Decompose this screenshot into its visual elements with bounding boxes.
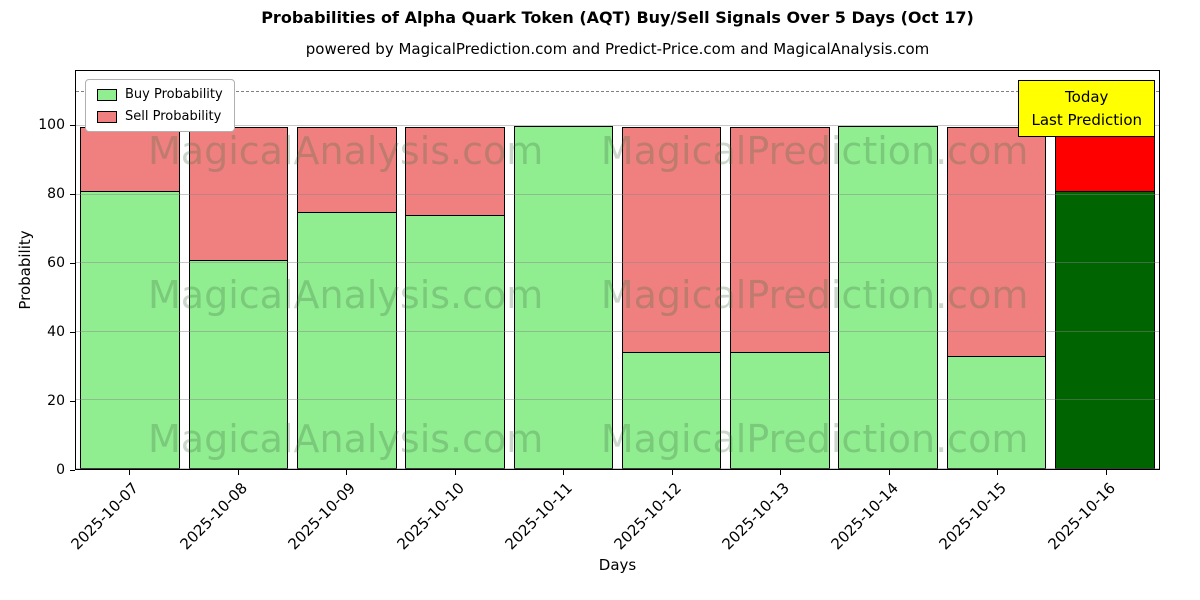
gridline <box>76 193 1159 195</box>
gridlines-layer <box>76 71 1159 469</box>
annotation-line-1: Today <box>1065 88 1109 106</box>
today-annotation: Today Last Prediction <box>1018 80 1155 137</box>
bar-2025-10-11 <box>509 71 617 469</box>
chart-subtitle: powered by MagicalPrediction.com and Pre… <box>305 40 930 58</box>
legend: Buy Probability Sell Probability <box>85 79 235 132</box>
bar-2025-10-09 <box>293 71 401 469</box>
bar-segment-sell <box>621 126 722 354</box>
gridline <box>76 468 1159 469</box>
watermark-magicalanalysis: MagicalAnalysis.com <box>148 417 544 462</box>
watermark-magicalprediction: MagicalPrediction.com <box>600 272 1029 317</box>
gridline <box>76 399 1159 401</box>
x-tick-mark <box>997 470 999 475</box>
y-tick-label: 0 <box>56 461 65 478</box>
x-tick-label: 2025-10-11 <box>501 479 576 554</box>
x-tick-label: 2025-10-07 <box>67 479 142 554</box>
y-tick-label: 20 <box>47 392 65 409</box>
y-tick-mark <box>70 470 75 471</box>
bar-segment-buy <box>296 211 397 469</box>
bar-segment-sell <box>405 126 505 217</box>
annotation-line-2: Last Prediction <box>1031 110 1142 129</box>
bar-segment-buy <box>80 191 180 469</box>
bar-segment-sell <box>730 126 830 354</box>
x-tick-mark <box>129 470 131 475</box>
y-tick-label: 100 <box>38 116 65 133</box>
x-tick-mark <box>346 470 348 475</box>
bar-segment-sell <box>296 126 397 213</box>
y-axis-label: Probability <box>16 230 34 310</box>
bar-segment-buy <box>838 125 939 469</box>
x-tick-mark <box>237 470 239 475</box>
x-axis-label: Days <box>598 556 637 574</box>
legend-item-sell: Sell Probability <box>97 109 223 124</box>
x-tick-mark <box>454 470 456 475</box>
y-tick-label: 60 <box>47 254 65 271</box>
legend-label-buy: Buy Probability <box>125 87 223 102</box>
legend-item-buy: Buy Probability <box>97 87 223 102</box>
bar-segment-buy <box>188 259 289 469</box>
x-tick-mark <box>888 470 890 475</box>
watermark-layer: MagicalAnalysis.com MagicalPrediction.com… <box>76 71 1159 469</box>
sell-probability-swatch <box>97 110 117 123</box>
bar-segment-buy <box>513 125 614 469</box>
threshold-dashed-line <box>76 90 1159 92</box>
bar-2025-10-14 <box>834 71 942 469</box>
x-tick-mark <box>1105 470 1107 475</box>
chart-title: Probabilities of Alpha Quark Token (AQT)… <box>261 8 974 27</box>
bar-segment-buy <box>730 352 830 469</box>
watermark-magicalanalysis: MagicalAnalysis.com <box>148 272 544 317</box>
gridline <box>76 124 1159 126</box>
y-tick-label: 80 <box>47 185 65 202</box>
bar-segment-sell <box>80 126 180 193</box>
bar-2025-10-10 <box>401 71 509 469</box>
gridline <box>76 330 1159 332</box>
bar-2025-10-13 <box>726 71 834 469</box>
legend-label-sell: Sell Probability <box>125 109 222 124</box>
bar-segment-sell <box>188 126 289 261</box>
x-tick-label: 2025-10-16 <box>1044 479 1119 554</box>
x-tick-label: 2025-10-09 <box>284 479 359 554</box>
watermark-magicalanalysis: MagicalAnalysis.com <box>148 128 544 173</box>
x-tick-label: 2025-10-13 <box>718 479 793 554</box>
x-tick-label: 2025-10-08 <box>176 479 251 554</box>
bars-layer <box>76 71 1159 469</box>
gridline <box>76 262 1159 264</box>
watermark-magicalprediction: MagicalPrediction.com <box>600 128 1029 173</box>
x-tick-label: 2025-10-14 <box>827 479 902 554</box>
bar-2025-10-12 <box>617 71 725 469</box>
x-tick-label: 2025-10-10 <box>393 479 468 554</box>
watermark-magicalprediction: MagicalPrediction.com <box>600 417 1029 462</box>
plot-area: MagicalAnalysis.com MagicalPrediction.com… <box>75 70 1160 470</box>
x-tick-label: 2025-10-15 <box>935 479 1010 554</box>
bar-segment-buy <box>1055 191 1155 469</box>
bar-segment-buy <box>946 355 1047 469</box>
x-tick-mark <box>671 470 673 475</box>
x-tick-mark <box>563 470 565 475</box>
bar-segment-sell <box>946 126 1047 357</box>
bar-segment-buy <box>621 352 722 469</box>
bar-segment-buy <box>405 215 505 469</box>
x-tick-mark <box>780 470 782 475</box>
y-tick-label: 40 <box>47 323 65 340</box>
buy-probability-swatch <box>97 88 117 101</box>
x-tick-label: 2025-10-12 <box>610 479 685 554</box>
